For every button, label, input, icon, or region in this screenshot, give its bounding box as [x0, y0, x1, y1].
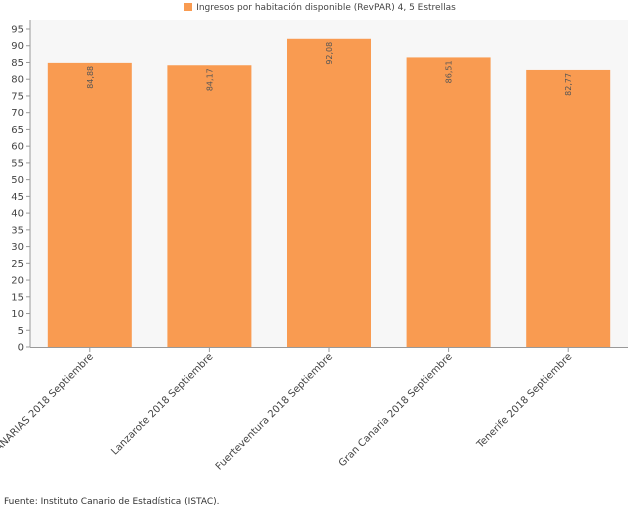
- y-tick-label: 45: [11, 192, 24, 203]
- bar: [47, 62, 132, 348]
- y-tick-label: 10: [11, 309, 24, 320]
- data-label: 82,77: [564, 73, 573, 96]
- y-tick-label: 35: [11, 225, 24, 236]
- y-tick-label: 85: [11, 58, 24, 69]
- category-label: CANARIAS 2018 Septiembre: [0, 351, 96, 458]
- bar: [287, 38, 371, 347]
- source-note: Fuente: Instituto Canario de Estadística…: [4, 497, 220, 507]
- bar: [406, 57, 491, 347]
- data-label: 84,88: [86, 66, 95, 89]
- data-label: 92,08: [325, 42, 334, 65]
- y-tick-label: 40: [11, 209, 24, 220]
- y-tick-label: 65: [11, 125, 24, 136]
- y-tick-label: 75: [11, 91, 24, 102]
- y-tick-label: 55: [11, 158, 24, 169]
- category-label: Lanzarote 2018 Septiembre: [109, 351, 215, 457]
- category-label: Gran Canaria 2018 Septiembre: [337, 351, 455, 469]
- y-tick-label: 15: [11, 292, 24, 303]
- y-tick-label: 90: [11, 41, 24, 52]
- legend-label: Ingresos por habitación disponible (RevP…: [196, 3, 456, 13]
- y-tick-label: 60: [11, 142, 24, 153]
- y-tick-label: 0: [18, 343, 24, 354]
- plot-area: [30, 20, 628, 347]
- category-label: Fuerteventura 2018 Septiembre: [214, 351, 335, 472]
- y-tick-label: 70: [11, 108, 24, 119]
- y-tick-label: 95: [11, 25, 24, 36]
- y-tick-label: 20: [11, 276, 24, 287]
- data-label: 84,17: [205, 68, 214, 91]
- y-tick-label: 50: [11, 175, 24, 186]
- category-label: Tenerife 2018 Septiembre: [474, 351, 574, 451]
- bar: [167, 65, 252, 347]
- legend-swatch: [184, 3, 193, 11]
- bar: [526, 69, 611, 347]
- legend: Ingresos por habitación disponible (RevP…: [0, 3, 640, 13]
- y-tick-label: 25: [11, 259, 24, 270]
- data-label: 86,51: [445, 60, 454, 83]
- y-tick-label: 5: [18, 326, 24, 337]
- y-tick-label: 80: [11, 75, 24, 86]
- y-tick-label: 30: [11, 242, 24, 253]
